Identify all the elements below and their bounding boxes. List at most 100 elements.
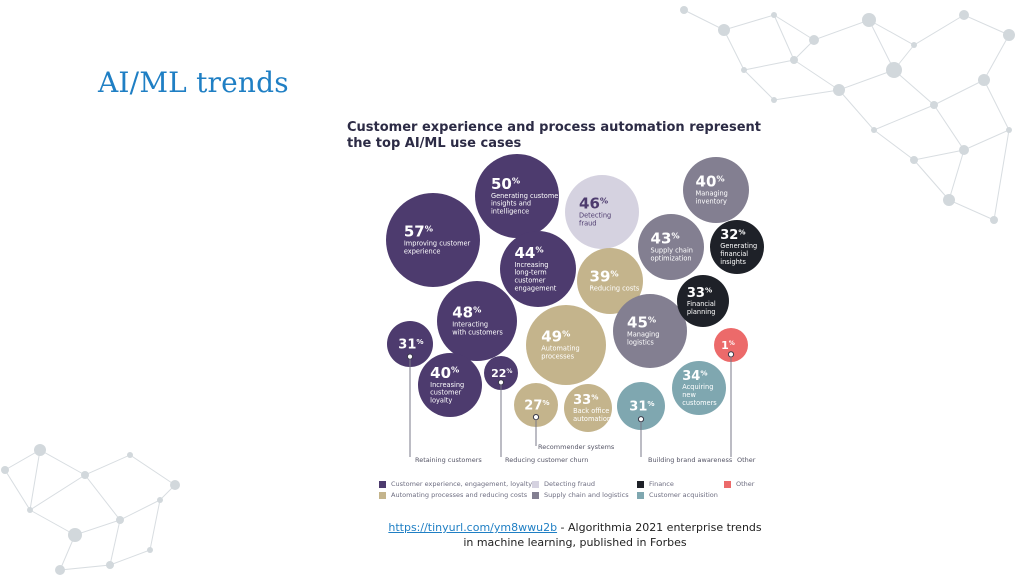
bubble-label: fraud: [579, 220, 596, 228]
caption-line1-text: - Algorithmia 2021 enterprise trends: [557, 521, 762, 534]
bubble-label: with customers: [452, 329, 503, 337]
bubble: [386, 193, 480, 287]
legend-item: Customer acquisition: [637, 491, 718, 500]
legend-label: Customer acquisition: [649, 491, 718, 499]
bubble: [714, 328, 748, 362]
bubble-label: Acquiring: [682, 383, 713, 391]
bubble: [617, 382, 665, 430]
bubble-label: Detecting: [579, 212, 611, 220]
bubble-label: customer: [514, 277, 545, 285]
bubble-label: customers: [682, 399, 717, 407]
bubble-chart: 57%Improving customerexperience50%Genera…: [386, 154, 764, 464]
bubble-label: processes: [541, 353, 574, 361]
bubble-group: 39%Reducing costs: [577, 248, 643, 314]
callout-label: Retaining customers: [415, 456, 482, 464]
callout-marker: [637, 416, 645, 423]
bubble-label: Increasing: [430, 381, 464, 389]
bubble-label: Financial: [687, 300, 716, 308]
bubble-group: 1%Other: [714, 328, 756, 464]
bubble-label: Improving customer: [404, 240, 471, 248]
bubble: [484, 356, 518, 390]
callout-marker: [727, 351, 735, 358]
legend-swatch: [532, 480, 539, 488]
callout-label: Recommender systems: [538, 443, 615, 451]
bubble: [683, 157, 749, 223]
callout-marker: [497, 379, 505, 386]
bubble-label: new: [682, 391, 696, 399]
legend-swatch: [637, 480, 644, 488]
legend-item: Other: [724, 480, 754, 489]
bubble-label: insights and: [491, 200, 531, 208]
legend-item: Customer experience, engagement, loyalty: [379, 480, 532, 489]
source-link[interactable]: https://tinyurl.com/ym8wwu2b: [388, 521, 558, 534]
source-caption: https://tinyurl.com/ym8wwu2b - Algorithm…: [380, 520, 770, 550]
legend-label: Other: [736, 480, 755, 488]
legend-label: Supply chain and logistics: [544, 491, 629, 499]
bubble-label: financial: [720, 250, 748, 258]
bubble: [613, 294, 687, 368]
bubble: [565, 175, 639, 249]
bubble-group: 22%Reducing customer churn: [484, 356, 588, 464]
bubble: [672, 361, 726, 415]
bubble: [437, 281, 517, 361]
bubble-label: insights: [720, 258, 746, 266]
network-decoration-bottom-left: [1, 444, 180, 575]
bubble-label: customer: [430, 389, 461, 397]
bubble: [418, 353, 482, 417]
legend-swatch: [532, 491, 539, 499]
legend-label: Customer experience, engagement, loyalty: [391, 480, 533, 488]
slide-title: AI/ML trends: [98, 66, 289, 99]
legend-swatch: [379, 491, 386, 499]
bubble-label: logistics: [627, 339, 654, 347]
bubble-label: Automating: [541, 345, 580, 353]
legend-swatch: [637, 491, 644, 499]
legend-label: Finance: [649, 480, 674, 488]
caption-line2-text: in machine learning, published in Forbes: [463, 536, 687, 549]
bubble-label: Supply chain: [651, 247, 693, 255]
bubble: [677, 275, 729, 327]
bubble-label: Increasing: [514, 261, 548, 269]
bubble-label: Generating customer: [491, 192, 561, 200]
bubble-label: inventory: [696, 198, 727, 206]
bubble-label: long-term: [514, 269, 546, 277]
bubble: [577, 248, 643, 314]
bubble: [500, 231, 576, 307]
bubble-label: Reducing costs: [590, 285, 640, 293]
callout-label: Reducing customer churn: [505, 456, 588, 464]
legend-item: Automating processes and reducing costs: [379, 491, 527, 500]
bubble-label: experience: [404, 248, 441, 256]
legend-label: Detecting fraud: [544, 480, 595, 488]
callout-marker: [406, 353, 414, 360]
bubble: [710, 220, 764, 274]
bubble-group: 31%Building brand awareness: [617, 382, 733, 464]
bubble-label: automation: [573, 415, 611, 423]
bubble-group: 27%Recommender systems: [514, 383, 615, 451]
bubble-label: intelligence: [491, 207, 529, 215]
bubble-label: Generating: [720, 242, 757, 250]
legend-label: Automating processes and reducing costs: [391, 491, 528, 499]
bubble-group: 31%Retaining customers: [387, 321, 482, 464]
bubble-label: Managing: [696, 190, 728, 198]
bubble-label: Interacting: [452, 321, 488, 329]
callout-label: Other: [737, 456, 756, 464]
callout-marker: [532, 414, 540, 421]
bubble-label: engagement: [514, 284, 556, 292]
bubble: [514, 383, 558, 427]
legend-item: Finance: [637, 480, 674, 489]
chart-title: Customer experience and process automati…: [347, 120, 761, 151]
callout-label: Building brand awareness: [648, 456, 733, 464]
bubble-label: Managing: [627, 331, 659, 339]
legend-swatch: [724, 480, 731, 488]
